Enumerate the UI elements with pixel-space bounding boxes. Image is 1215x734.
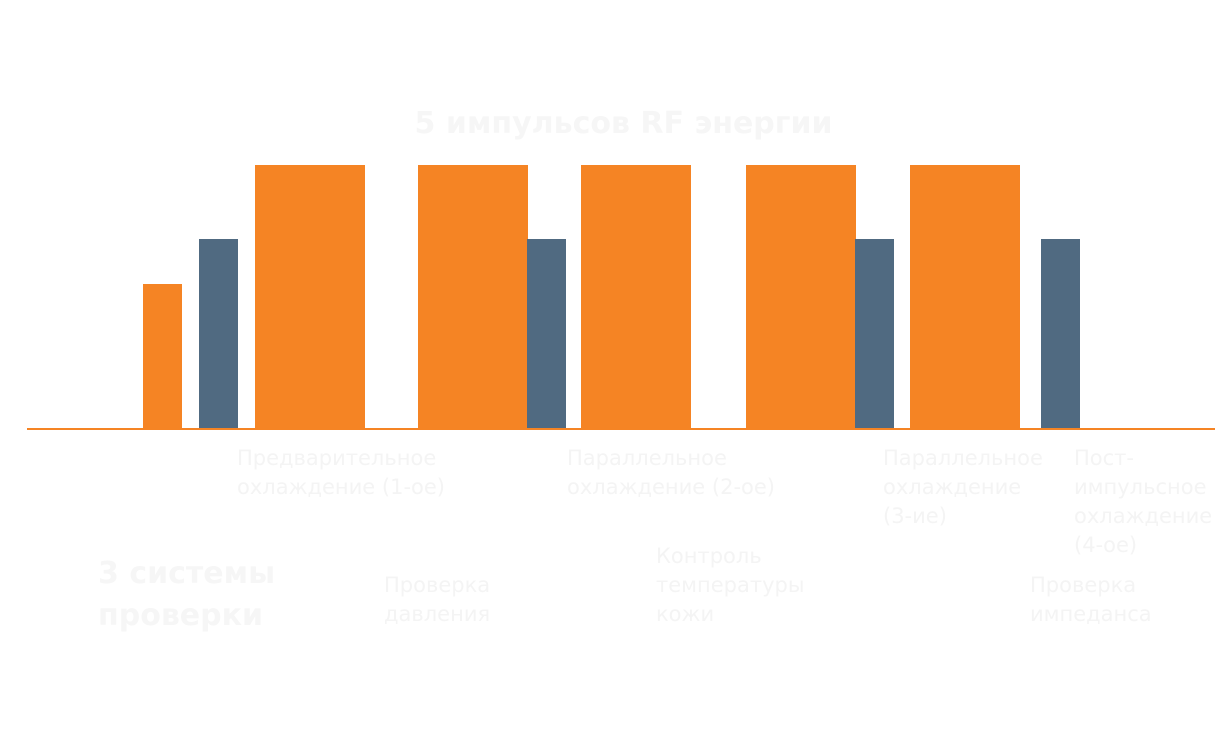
diagram-title: 5 импульсов RF энергии xyxy=(414,106,833,141)
systems-heading: 3 системы проверки xyxy=(98,556,276,633)
cooling-label-4: Пост- импульсное охлаждение (4-ое) xyxy=(1074,446,1213,557)
cooling-label-1: Предварительное охлаждение (1-ое) xyxy=(237,446,445,499)
check-label-pressure: Проверка давления xyxy=(384,573,491,626)
rf-pulse-bar-7 xyxy=(746,165,856,429)
cooling-label-3: Параллельное охлаждение (3-ие) xyxy=(883,446,1043,528)
cooling-label-2: Параллельное охлаждение (2-ое) xyxy=(567,446,775,499)
rf-pulse-bar-4 xyxy=(418,165,528,429)
pre-pulse-bar-1 xyxy=(143,284,182,429)
cooling-bar-8 xyxy=(855,239,894,429)
rf-pulse-bar-3 xyxy=(255,165,365,429)
check-label-impedance: Проверка импеданса xyxy=(1030,573,1152,626)
check-label-skin-temperature: Контроль температуры кожи xyxy=(656,544,805,626)
rf-pulse-bar-6 xyxy=(581,165,691,429)
cooling-bar-10 xyxy=(1041,239,1080,429)
cooling-bar-2 xyxy=(199,239,238,429)
rf-pulse-bar-9 xyxy=(910,165,1020,429)
cooling-bar-5 xyxy=(527,239,566,429)
time-axis-line xyxy=(27,428,1215,430)
